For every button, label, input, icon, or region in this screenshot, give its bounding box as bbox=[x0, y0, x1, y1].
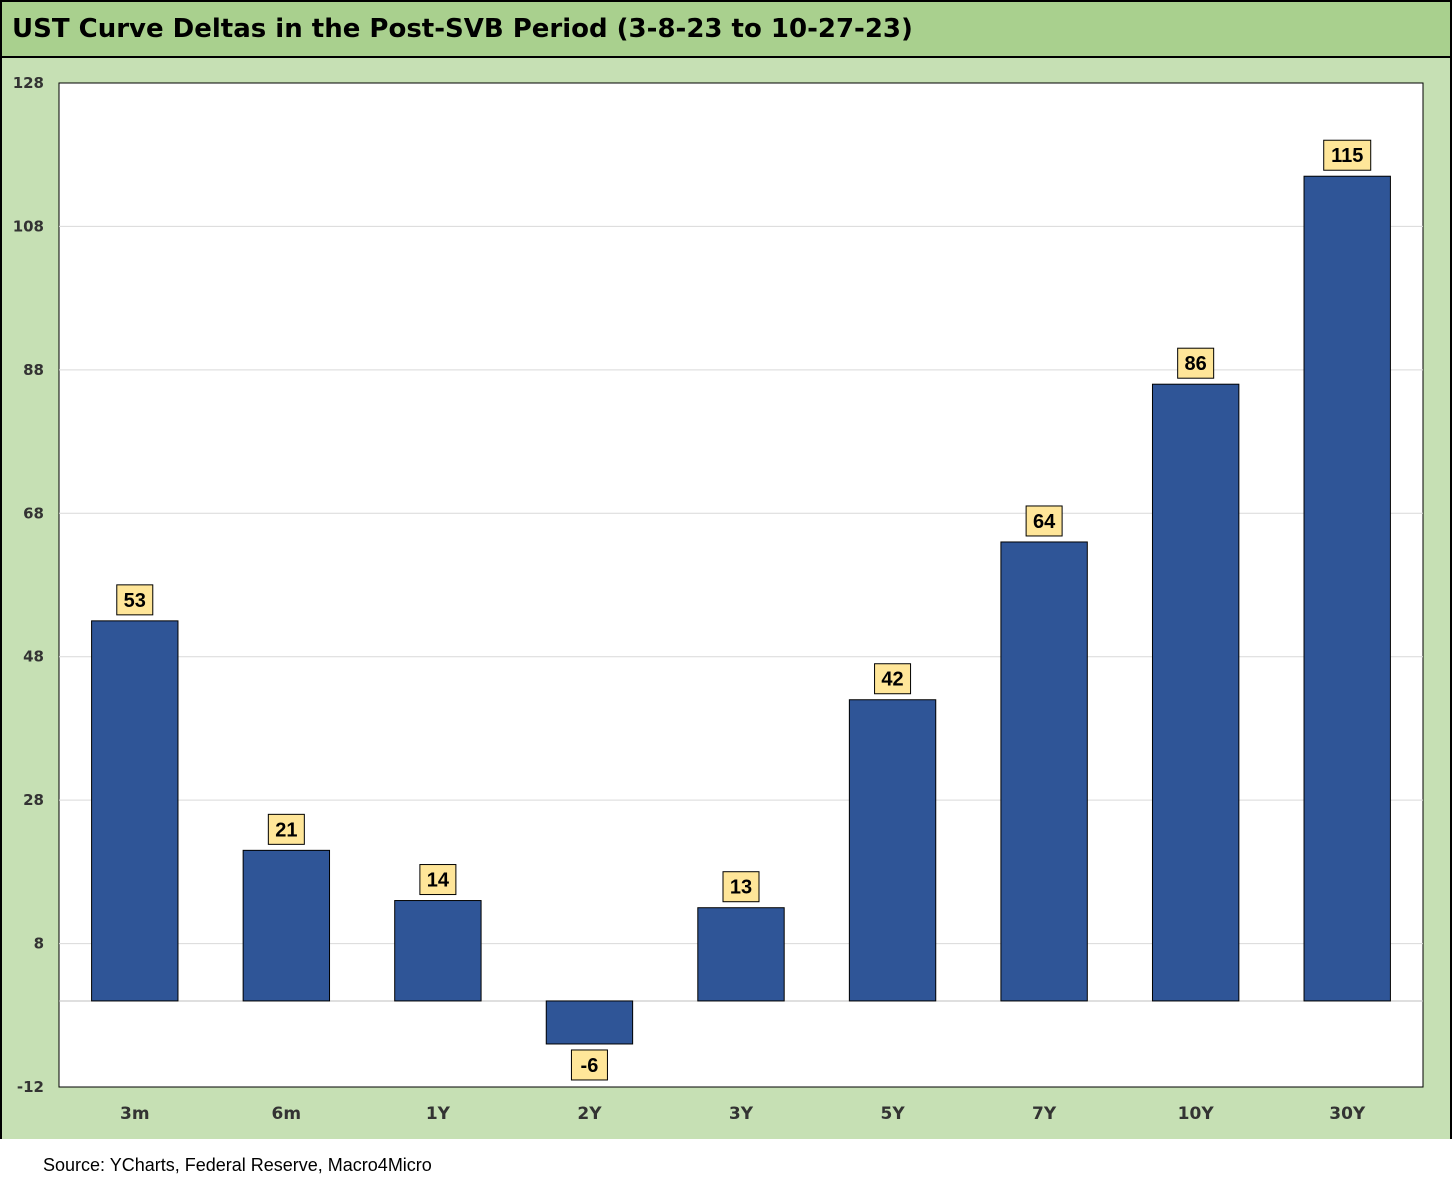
data-label: 115 bbox=[1331, 145, 1363, 167]
data-label-box bbox=[116, 584, 154, 616]
data-label: 21 bbox=[275, 819, 297, 841]
data-label: 86 bbox=[1185, 353, 1207, 375]
y-tick-label: 68 bbox=[23, 504, 44, 522]
data-label-box bbox=[419, 864, 457, 896]
data-label: 53 bbox=[124, 590, 146, 612]
bar bbox=[697, 907, 785, 1002]
data-label: 14 bbox=[427, 870, 450, 892]
title-bar: UST Curve Deltas in the Post-SVB Period … bbox=[0, 0, 1452, 58]
y-tick-label: 8 bbox=[34, 935, 44, 953]
x-axis-tick-labels: 3m 6m 1Y 2Y 3Y 5Y 7Y 10Y 30Y bbox=[120, 1104, 1366, 1124]
x-tick-label: 5Y bbox=[880, 1104, 905, 1124]
data-labels: 53 21 14 -6 13 42 64 86 115 bbox=[116, 139, 1372, 1081]
x-tick-label: 2Y bbox=[577, 1104, 602, 1124]
x-tick-label: 10Y bbox=[1178, 1104, 1215, 1124]
chart-title: UST Curve Deltas in the Post-SVB Period … bbox=[12, 14, 913, 44]
bar bbox=[545, 1000, 634, 1045]
x-tick-label: 3m bbox=[120, 1104, 150, 1124]
bar bbox=[1151, 383, 1240, 1002]
y-tick-label: 108 bbox=[13, 217, 44, 235]
bar bbox=[394, 900, 482, 1002]
bar bbox=[91, 620, 179, 1002]
data-label-box bbox=[1323, 139, 1372, 171]
data-label-box bbox=[722, 871, 760, 903]
x-tick-label: 7Y bbox=[1032, 1104, 1057, 1124]
y-tick-label: -12 bbox=[17, 1078, 44, 1096]
bars bbox=[91, 175, 1391, 1045]
data-label: 42 bbox=[881, 669, 903, 691]
bar bbox=[1303, 175, 1391, 1002]
y-tick-label: 128 bbox=[13, 74, 44, 92]
x-tick-label: 6m bbox=[272, 1104, 302, 1124]
x-tick-label: 1Y bbox=[426, 1104, 451, 1124]
bar bbox=[1000, 541, 1088, 1002]
y-axis-tick-labels: -12 8 28 48 68 88 108 128 bbox=[13, 74, 44, 1096]
y-tick-label: 88 bbox=[23, 361, 44, 379]
data-label-box bbox=[570, 1049, 608, 1081]
source-note: Source: YCharts, Federal Reserve, Macro4… bbox=[43, 1155, 432, 1175]
data-label: 64 bbox=[1033, 511, 1056, 533]
bar bbox=[242, 849, 331, 1002]
data-label-box bbox=[267, 813, 305, 845]
bar bbox=[848, 699, 937, 1002]
x-tick-label: 3Y bbox=[729, 1104, 754, 1124]
data-label-box bbox=[1025, 505, 1063, 537]
data-label-box bbox=[874, 663, 912, 695]
data-label: -6 bbox=[581, 1055, 599, 1077]
y-tick-label: 48 bbox=[23, 648, 44, 666]
data-label: 13 bbox=[730, 877, 752, 899]
data-label-box bbox=[1177, 347, 1215, 379]
x-tick-label: 30Y bbox=[1329, 1104, 1366, 1124]
footer: Source: YCharts, Federal Reserve, Macro4… bbox=[0, 1139, 1456, 1187]
y-tick-label: 28 bbox=[23, 791, 44, 809]
